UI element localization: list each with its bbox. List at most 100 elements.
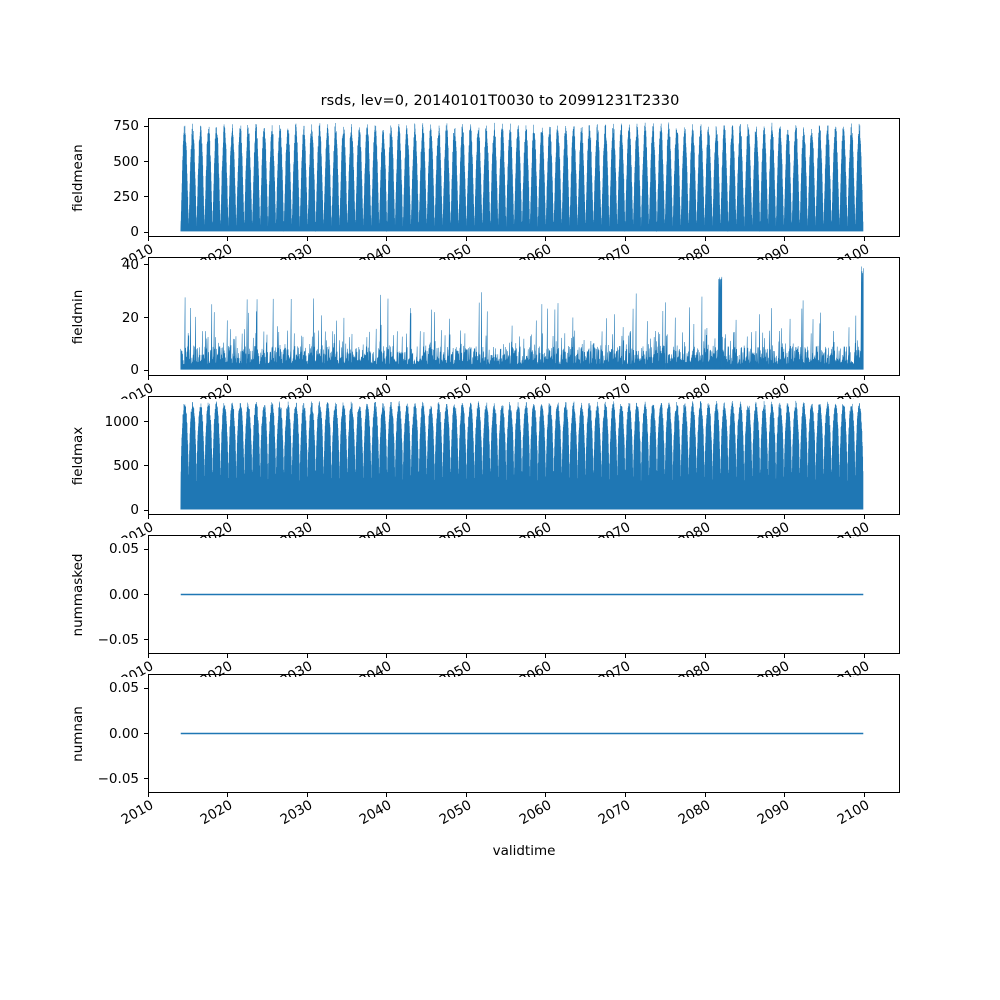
xtick-mark <box>306 237 308 241</box>
xtick-mark <box>147 654 149 658</box>
xtick-mark <box>863 654 865 658</box>
xtick-mark <box>624 237 626 241</box>
ytick-mark-fieldmin <box>144 317 148 319</box>
xtick-mark <box>624 376 626 380</box>
xtick-label: 2100 <box>834 797 873 829</box>
xtick-mark <box>465 793 467 797</box>
ytick-mark-fieldmean <box>144 161 148 163</box>
xtick-mark <box>147 793 149 797</box>
xtick-label: 2080 <box>675 797 714 829</box>
xtick-mark <box>227 793 229 797</box>
ytick-mark-numnan <box>144 733 148 735</box>
ytick-mark-nummasked <box>144 548 148 550</box>
xtick-mark <box>465 515 467 519</box>
plot-area-nummasked <box>149 536 899 653</box>
xtick-mark <box>863 515 865 519</box>
xtick-mark <box>147 237 149 241</box>
xtick-mark <box>624 793 626 797</box>
xtick-mark <box>545 237 547 241</box>
ytick-mark-fieldmax <box>144 465 148 467</box>
ytick-mark-fieldmax <box>144 509 148 511</box>
ylabel-fieldmean: fieldmean <box>70 144 86 212</box>
figure-title: rsds, lev=0, 20140101T0030 to 20991231T2… <box>320 93 680 109</box>
xtick-mark <box>784 793 786 797</box>
subplot-nummasked <box>148 535 900 654</box>
xtick-mark <box>624 654 626 658</box>
ytick-mark-numnan <box>144 687 148 689</box>
ytick-mark-fieldmean <box>144 231 148 233</box>
xtick-mark <box>784 515 786 519</box>
ytick-label-nummasked: 0.05 <box>108 541 139 558</box>
xtick-mark <box>704 237 706 241</box>
series-nummasked <box>180 593 864 596</box>
xtick-mark <box>545 515 547 519</box>
ytick-label-numnan: 0.00 <box>108 725 139 742</box>
ytick-label-fieldmin: 40 <box>121 256 139 273</box>
xtick-mark <box>545 376 547 380</box>
ytick-mark-nummasked <box>144 639 148 641</box>
xtick-mark <box>147 376 149 380</box>
plot-area-fieldmean <box>149 119 899 236</box>
ytick-label-fieldmin: 20 <box>121 309 139 326</box>
ytick-mark-fieldmin <box>144 264 148 266</box>
xtick-mark <box>545 654 547 658</box>
xtick-mark <box>704 793 706 797</box>
xtick-mark <box>386 515 388 519</box>
xtick-mark <box>306 654 308 658</box>
subplot-fieldmax <box>148 396 900 515</box>
xtick-label: 2040 <box>356 797 395 829</box>
subplot-fieldmean <box>148 118 900 237</box>
ytick-mark-fieldmean <box>144 196 148 198</box>
ytick-label-fieldmax: 0 <box>130 502 139 519</box>
ytick-label-nummasked: 0.00 <box>108 586 139 603</box>
plot-area-fieldmax <box>149 397 899 514</box>
subplot-fieldmin <box>148 257 900 376</box>
xtick-mark <box>306 376 308 380</box>
xtick-mark <box>863 376 865 380</box>
xtick-mark <box>863 237 865 241</box>
xtick-mark <box>465 376 467 380</box>
ytick-label-fieldmean: 0 <box>130 224 139 241</box>
xtick-label: 2090 <box>754 797 793 829</box>
xtick-mark <box>465 237 467 241</box>
xtick-mark <box>784 654 786 658</box>
xtick-label: 2060 <box>516 797 554 829</box>
ytick-label-fieldmean: 750 <box>113 118 139 135</box>
xtick-mark <box>863 793 865 797</box>
ytick-label-fieldmin: 0 <box>130 362 139 379</box>
ytick-mark-numnan <box>144 778 148 780</box>
ytick-label-numnan: 0.05 <box>108 680 139 697</box>
xtick-mark <box>306 793 308 797</box>
series-numnan <box>180 732 864 735</box>
ytick-mark-fieldmean <box>144 125 148 127</box>
ytick-label-fieldmean: 500 <box>113 153 139 170</box>
xlabel-validtime: validtime <box>492 843 556 859</box>
plot-area-numnan <box>149 675 899 792</box>
xtick-mark <box>784 376 786 380</box>
xtick-label: 2050 <box>436 797 475 829</box>
series-fieldmin <box>180 266 864 370</box>
ytick-label-fieldmean: 250 <box>113 188 139 205</box>
xtick-mark <box>704 376 706 380</box>
xtick-mark <box>227 376 229 380</box>
series-fieldmax <box>180 400 864 510</box>
xtick-mark <box>545 793 547 797</box>
ytick-label-nummasked: −0.05 <box>97 631 139 648</box>
xtick-mark <box>386 376 388 380</box>
plot-area-fieldmin <box>149 258 899 375</box>
xtick-mark <box>386 654 388 658</box>
xtick-mark <box>624 515 626 519</box>
xtick-mark <box>147 515 149 519</box>
xtick-mark <box>227 515 229 519</box>
xtick-mark <box>465 654 467 658</box>
ytick-label-fieldmax: 500 <box>113 457 139 474</box>
xtick-mark <box>227 654 229 658</box>
xtick-label: 2020 <box>197 797 236 829</box>
xtick-mark <box>704 515 706 519</box>
xtick-label: 2030 <box>277 797 316 829</box>
ytick-mark-nummasked <box>144 594 148 596</box>
xtick-mark <box>784 237 786 241</box>
ytick-label-numnan: −0.05 <box>97 770 139 787</box>
ytick-label-fieldmax: 1000 <box>104 413 139 430</box>
